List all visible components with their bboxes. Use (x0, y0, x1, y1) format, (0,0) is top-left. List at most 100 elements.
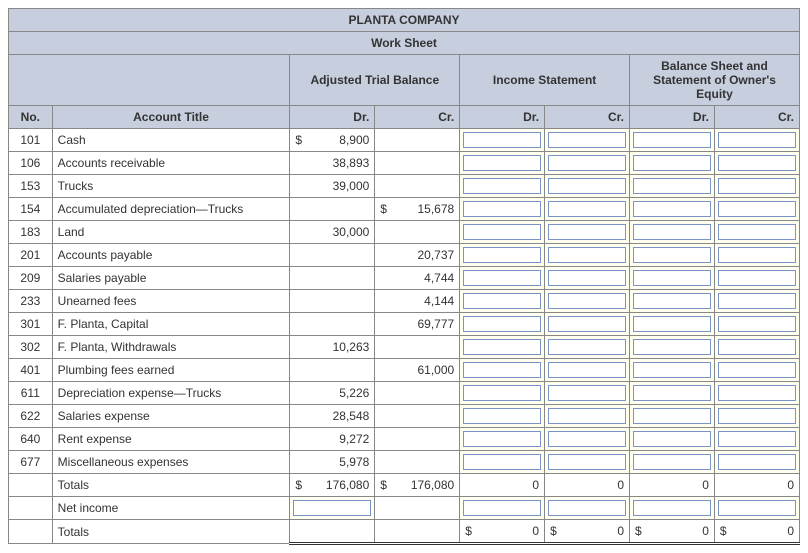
row-bs-dr-input[interactable] (630, 198, 715, 221)
col-header-bs-cr: Cr. (714, 106, 799, 129)
row-is-dr-input[interactable] (460, 175, 545, 198)
col-header-no: No. (9, 106, 53, 129)
row-bs-cr-input[interactable] (714, 382, 799, 405)
row-atb-dr (290, 359, 375, 382)
row-atb-dr (290, 244, 375, 267)
row-is-cr-input[interactable] (545, 428, 630, 451)
row-title: Unearned fees (52, 290, 290, 313)
row-is-cr-input[interactable] (545, 152, 630, 175)
row-is-dr-input[interactable] (460, 244, 545, 267)
row-is-dr-input[interactable] (460, 152, 545, 175)
account-row: 622Salaries expense28,548 (9, 405, 800, 428)
row-is-dr-input[interactable] (460, 313, 545, 336)
row-bs-dr-input[interactable] (630, 290, 715, 313)
row-is-dr-input[interactable] (460, 382, 545, 405)
row-no: 201 (9, 244, 53, 267)
row-atb-cr (375, 152, 460, 175)
netincome-is-cr-input[interactable] (545, 497, 630, 520)
row-is-dr-input[interactable] (460, 405, 545, 428)
account-row: 154Accumulated depreciation—Trucks$15,67… (9, 198, 800, 221)
work-sheet-table: PLANTA COMPANY Work Sheet Adjusted Trial… (8, 8, 800, 545)
row-title: Plumbing fees earned (52, 359, 290, 382)
row-bs-dr-input[interactable] (630, 267, 715, 290)
account-row: 106Accounts receivable38,893 (9, 152, 800, 175)
row-is-cr-input[interactable] (545, 221, 630, 244)
row-bs-dr-input[interactable] (630, 359, 715, 382)
row-bs-dr-input[interactable] (630, 451, 715, 474)
row-atb-dr: 5,978 (290, 451, 375, 474)
row-bs-dr-input[interactable] (630, 313, 715, 336)
row-bs-cr-input[interactable] (714, 336, 799, 359)
row-bs-cr-input[interactable] (714, 198, 799, 221)
row-title: Salaries expense (52, 405, 290, 428)
totals1-label: Totals (52, 474, 290, 497)
row-atb-cr: 4,744 (375, 267, 460, 290)
row-is-cr-input[interactable] (545, 267, 630, 290)
row-bs-dr-input[interactable] (630, 221, 715, 244)
row-no: 301 (9, 313, 53, 336)
row-bs-dr-input[interactable] (630, 152, 715, 175)
row-no: 302 (9, 336, 53, 359)
row-bs-cr-input[interactable] (714, 405, 799, 428)
row-atb-dr (290, 198, 375, 221)
row-bs-cr-input[interactable] (714, 152, 799, 175)
row-atb-cr (375, 175, 460, 198)
netincome-bs-dr-input[interactable] (630, 497, 715, 520)
blank-header (9, 55, 290, 106)
row-is-dr-input[interactable] (460, 451, 545, 474)
sheet-title: Work Sheet (9, 32, 800, 55)
row-is-dr-input[interactable] (460, 290, 545, 313)
row-is-cr-input[interactable] (545, 336, 630, 359)
row-is-cr-input[interactable] (545, 129, 630, 152)
row-bs-cr-input[interactable] (714, 290, 799, 313)
row-bs-dr-input[interactable] (630, 405, 715, 428)
row-bs-cr-input[interactable] (714, 175, 799, 198)
row-is-dr-input[interactable] (460, 198, 545, 221)
account-row: 301F. Planta, Capital69,777 (9, 313, 800, 336)
row-is-dr-input[interactable] (460, 221, 545, 244)
row-is-cr-input[interactable] (545, 175, 630, 198)
row-atb-cr: 20,737 (375, 244, 460, 267)
row-bs-cr-input[interactable] (714, 359, 799, 382)
row-is-cr-input[interactable] (545, 451, 630, 474)
row-bs-dr-input[interactable] (630, 244, 715, 267)
row-is-cr-input[interactable] (545, 382, 630, 405)
row-is-cr-input[interactable] (545, 405, 630, 428)
row-bs-dr-input[interactable] (630, 336, 715, 359)
row-is-cr-input[interactable] (545, 290, 630, 313)
row-bs-cr-input[interactable] (714, 428, 799, 451)
row-atb-cr (375, 221, 460, 244)
row-is-cr-input[interactable] (545, 313, 630, 336)
row-bs-cr-input[interactable] (714, 221, 799, 244)
row-is-dr-input[interactable] (460, 129, 545, 152)
row-atb-cr: $15,678 (375, 198, 460, 221)
row-atb-cr (375, 405, 460, 428)
row-is-cr-input[interactable] (545, 359, 630, 382)
row-bs-cr-input[interactable] (714, 451, 799, 474)
netincome-is-dr-input[interactable] (460, 497, 545, 520)
row-bs-dr-input[interactable] (630, 428, 715, 451)
row-is-dr-input[interactable] (460, 428, 545, 451)
row-is-dr-input[interactable] (460, 359, 545, 382)
row-is-dr-input[interactable] (460, 336, 545, 359)
row-is-dr-input[interactable] (460, 267, 545, 290)
row-bs-dr-input[interactable] (630, 175, 715, 198)
row-bs-dr-input[interactable] (630, 129, 715, 152)
row-bs-cr-input[interactable] (714, 129, 799, 152)
row-bs-cr-input[interactable] (714, 267, 799, 290)
netincome-atb-dr-input[interactable] (290, 497, 375, 520)
account-row: 101Cash$8,900 (9, 129, 800, 152)
row-is-cr-input[interactable] (545, 244, 630, 267)
row-bs-cr-input[interactable] (714, 313, 799, 336)
row-title: Depreciation expense—Trucks (52, 382, 290, 405)
col-header-is-dr: Dr. (460, 106, 545, 129)
account-row: 153Trucks39,000 (9, 175, 800, 198)
totals1-no (9, 474, 53, 497)
row-no: 233 (9, 290, 53, 313)
totals1-atb-dr: $176,080 (290, 474, 375, 497)
netincome-bs-cr-input[interactable] (714, 497, 799, 520)
row-is-cr-input[interactable] (545, 198, 630, 221)
row-title: Trucks (52, 175, 290, 198)
row-bs-cr-input[interactable] (714, 244, 799, 267)
row-bs-dr-input[interactable] (630, 382, 715, 405)
